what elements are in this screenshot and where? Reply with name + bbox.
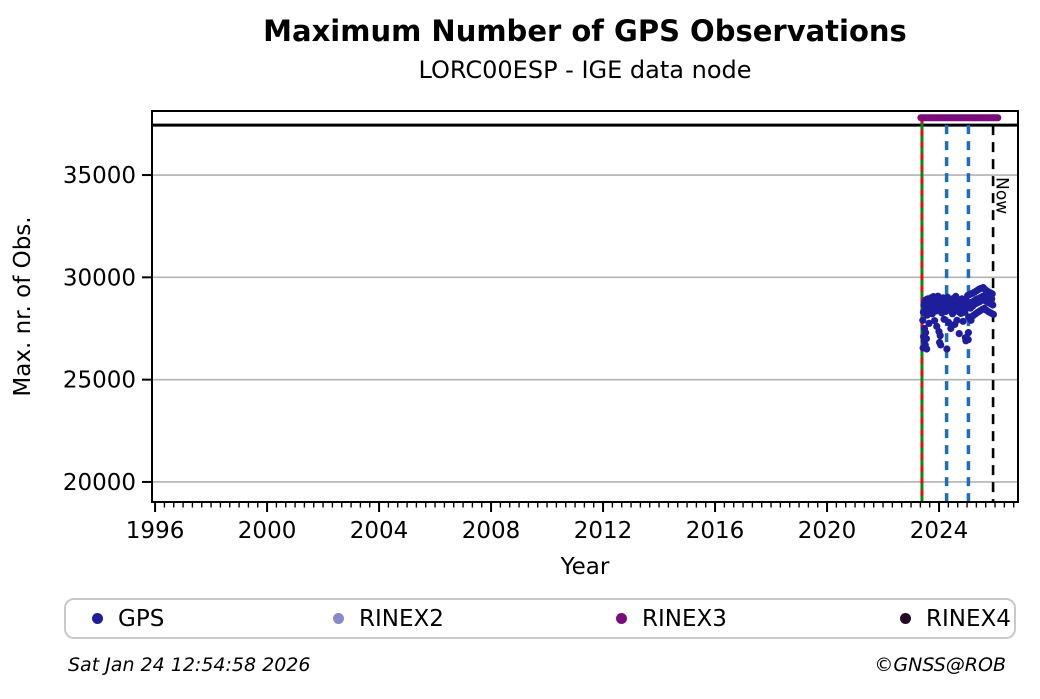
y-tick-label: 20000: [63, 470, 136, 496]
gps-point: [923, 345, 931, 353]
rinex3-marker-icon: [616, 613, 627, 624]
x-tick-label: 1996: [126, 518, 185, 544]
gps-point: [922, 329, 930, 337]
gps-point: [925, 319, 933, 327]
legend-item-rinex4: RINEX4: [900, 606, 1011, 632]
gps-point: [937, 341, 945, 349]
x-tick-label: 2024: [910, 518, 969, 544]
plot-timestamp: Sat Jan 24 12:54:58 2026: [68, 654, 311, 676]
legend-label-rinex3: RINEX3: [642, 605, 727, 632]
chart-subtitle: LORC00ESP - IGE data node: [418, 56, 752, 84]
rinex2-marker-icon: [333, 613, 344, 624]
x-tick-label: 2008: [462, 518, 521, 544]
legend-label-rinex4: RINEX4: [926, 605, 1011, 632]
gps-point: [959, 317, 967, 325]
y-tick-label: 25000: [63, 368, 136, 394]
gps-point: [919, 316, 927, 324]
copyright-credit: ©GNSS@ROB: [874, 654, 1006, 676]
gps-point: [943, 345, 951, 353]
gps-point: [936, 332, 944, 340]
gps-point: [922, 335, 931, 343]
y-tick-label: 35000: [63, 163, 136, 189]
x-tick-label: 2004: [350, 518, 409, 544]
legend-label-rinex2: RINEX2: [359, 605, 444, 632]
y-axis-label: Max. nr. of Obs.: [10, 216, 36, 396]
gps-point: [931, 317, 939, 325]
gps-point: [988, 290, 996, 298]
gps-marker-icon: [92, 613, 103, 624]
x-tick-label: 2020: [798, 518, 857, 544]
x-tick-label: 2016: [686, 518, 745, 544]
legend-item-gps: GPS: [92, 606, 164, 632]
now-label: Now: [992, 177, 1012, 214]
gps-point: [964, 329, 973, 337]
legend-item-rinex3: RINEX3: [616, 606, 727, 632]
gps-point: [989, 310, 998, 318]
rinex4-marker-icon: [900, 613, 911, 624]
legend: GPS RINEX2 RINEX3 RINEX4: [64, 598, 1016, 639]
plot-border: [151, 110, 1019, 503]
gps-point: [989, 301, 997, 309]
y-tick-label: 30000: [63, 265, 136, 291]
gps-points: [919, 284, 998, 353]
gps-point: [953, 316, 961, 324]
x-tick-label: 2012: [574, 518, 633, 544]
gps-point: [955, 330, 963, 338]
chart-title: Maximum Number of GPS Observations: [263, 14, 907, 48]
plot-area: Now 1996 2000 2004 2008 2012 2016 2020 2024 20000…: [10, 110, 1019, 580]
legend-label-gps: GPS: [118, 605, 165, 632]
legend-item-rinex2: RINEX2: [333, 606, 444, 632]
gps-point: [945, 318, 953, 326]
x-tick-label: 2000: [238, 518, 297, 544]
gps-point: [964, 336, 972, 344]
x-axis-label: Year: [560, 554, 610, 580]
